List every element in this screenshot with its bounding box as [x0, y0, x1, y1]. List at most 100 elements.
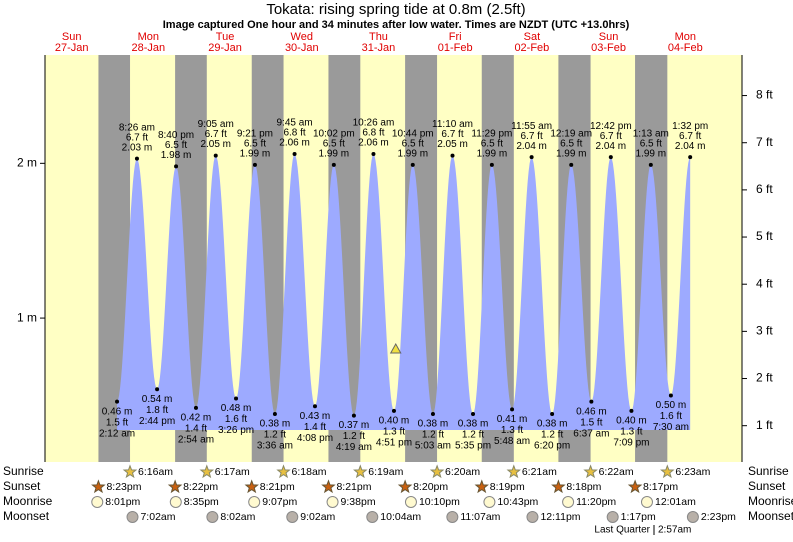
- tide-label: 0.38 m: [458, 419, 489, 430]
- tide-label: 6.7 ft: [205, 129, 227, 140]
- tide-label: 6.8 ft: [283, 128, 305, 139]
- tide-label: 6.7 ft: [441, 129, 463, 140]
- sunrise-time: 6:19am: [368, 466, 403, 478]
- sunrise-icon: [122, 464, 138, 479]
- day-date: 28-Jan: [132, 42, 166, 54]
- moonrise-icon: [91, 496, 104, 508]
- tide-label: 0.38 m: [537, 419, 568, 430]
- moonrise-time: 9:38pm: [341, 496, 376, 508]
- tide-point: [371, 152, 376, 157]
- sunrise-icon: [660, 464, 675, 479]
- tide-label: 8:26 am: [119, 122, 155, 133]
- tide-label: 1.98 m: [161, 150, 192, 161]
- moonset-time: 1:17pm: [621, 511, 656, 523]
- tide-label: 1.4 ft: [304, 422, 326, 433]
- tide-label: 2:12 am: [99, 428, 135, 439]
- moonset-time: 7:02am: [140, 511, 175, 523]
- moonrise-time: 10:43pm: [497, 496, 538, 508]
- moonrise-time: 11:20pm: [576, 496, 616, 508]
- moonrise-time: 10:10pm: [419, 496, 460, 508]
- tide-point: [471, 412, 476, 417]
- tide-point: [272, 412, 277, 417]
- moonrise-time: 12:01am: [655, 496, 696, 508]
- tide-point: [410, 162, 415, 167]
- sunset-time: 8:18pm: [566, 481, 601, 493]
- tide-label: 6:20 pm: [534, 441, 570, 452]
- y2-tick-label: 6 ft: [756, 182, 773, 196]
- moonrise-icon: [326, 496, 339, 508]
- tide-label: 1.2 ft: [343, 431, 365, 442]
- tide-label: 7:30 am: [653, 422, 689, 433]
- tide-label: 6.7 ft: [126, 132, 148, 143]
- tide-label: 0.46 m: [102, 406, 133, 417]
- tide-label: 1:13 am: [633, 129, 669, 140]
- day-name: Sat: [524, 31, 541, 43]
- y2-tick-label: 5 ft: [756, 229, 773, 243]
- tide-label: 1.3 ft: [620, 427, 642, 438]
- tide-label: 4:19 am: [336, 442, 372, 453]
- chart-title: Tokata: rising spring tide at 0.8m (2.5f…: [266, 1, 525, 18]
- sunset-time: 8:21pm: [260, 481, 295, 493]
- tide-label: 1.2 ft: [264, 430, 286, 441]
- tide-label: 10:26 am: [353, 118, 395, 129]
- current-marker: [389, 343, 402, 354]
- tide-label: 1.99 m: [397, 149, 428, 160]
- moonset-icon: [526, 511, 539, 523]
- moonset-icon: [206, 511, 219, 523]
- moonset-time: 2:23pm: [701, 511, 736, 523]
- tide-label: 1.2 ft: [541, 430, 563, 441]
- tide-label: 6.5 ft: [640, 139, 662, 150]
- tide-point: [589, 399, 594, 404]
- tide-point: [213, 153, 218, 158]
- moonset-icon: [366, 511, 379, 523]
- tide-label: 6.5 ft: [560, 139, 582, 150]
- tide-label: 6.5 ft: [323, 139, 345, 150]
- day-name: Sun: [62, 31, 82, 43]
- day-name: Tue: [216, 31, 235, 43]
- tide-point: [134, 156, 139, 161]
- sunset-icon: [551, 479, 566, 494]
- tide-label: 6.7 ft: [520, 131, 542, 142]
- moonset-time: 8:02am: [220, 511, 255, 523]
- tide-label: 10:02 pm: [313, 129, 355, 140]
- tide-label: 0.42 m: [181, 412, 212, 423]
- tide-label: 11:29 pm: [471, 129, 512, 140]
- sunset-time: 8:23pm: [106, 481, 141, 493]
- tide-point: [115, 399, 120, 404]
- day-name: Sun: [599, 31, 619, 43]
- y2-tick-label: 8 ft: [756, 88, 773, 102]
- tide-label: 6.5 ft: [165, 140, 187, 151]
- tide-point: [450, 153, 455, 158]
- moonrise-time: 8:01pm: [105, 496, 140, 508]
- tide-point: [569, 162, 574, 167]
- moonset-icon: [606, 511, 619, 523]
- tide-point: [608, 155, 613, 160]
- sunrise-time: 6:18am: [292, 466, 327, 478]
- moonset-icon: [286, 511, 299, 523]
- moonset-time: 12:11pm: [540, 511, 580, 523]
- day-date: 27-Jan: [55, 42, 89, 54]
- tide-label: 0.38 m: [260, 419, 291, 430]
- tide-label: 9:21 pm: [237, 129, 273, 140]
- tide-label: 0.50 m: [656, 400, 687, 411]
- tide-label: 5:35 pm: [455, 441, 491, 452]
- sunset-time: 8:19pm: [490, 481, 525, 493]
- moonrise-icon: [248, 496, 261, 508]
- tide-label: 1.3 ft: [383, 427, 405, 438]
- tide-label: 0.37 m: [339, 420, 370, 431]
- tide-label: 0.48 m: [221, 403, 252, 414]
- tide-label: 6:37 am: [573, 428, 609, 439]
- y-tick-label: 2 m: [17, 155, 37, 169]
- tide-label: 6.8 ft: [362, 128, 384, 139]
- tide-label: 0.54 m: [142, 394, 173, 405]
- tide-label: 1.3 ft: [501, 425, 523, 436]
- moonset-icon: [126, 511, 139, 523]
- tide-area: [117, 154, 691, 431]
- tide-label: 10:44 pm: [392, 129, 434, 140]
- tide-point: [292, 152, 297, 157]
- tide-label: 2.04 m: [675, 141, 706, 152]
- tide-point: [351, 413, 356, 418]
- tide-label: 1.99 m: [556, 149, 587, 160]
- sunset-icon: [91, 479, 106, 494]
